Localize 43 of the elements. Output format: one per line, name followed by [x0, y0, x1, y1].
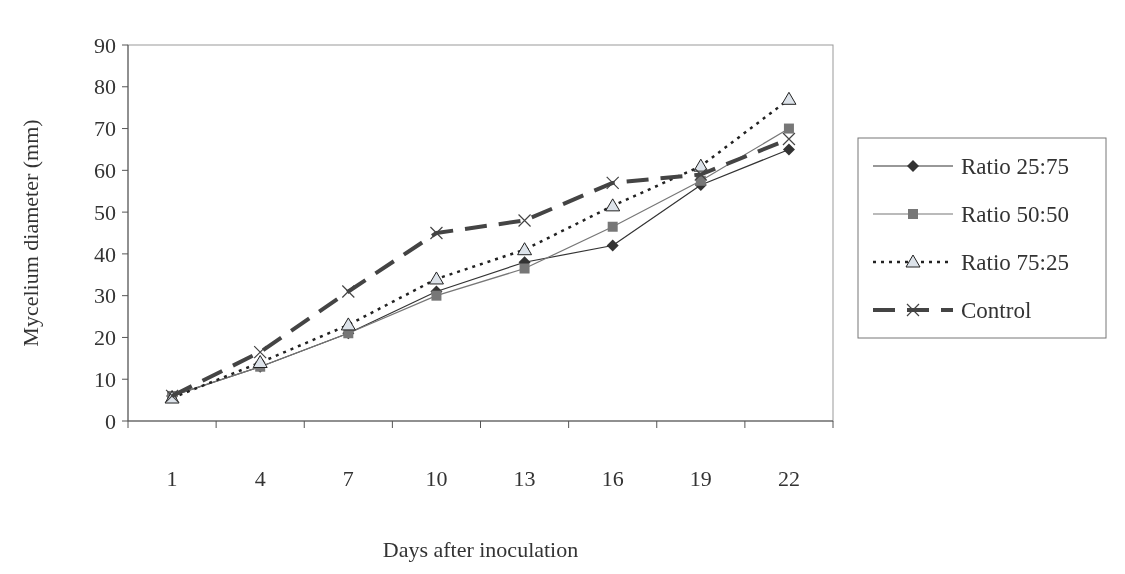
y-tick-label: 40 — [94, 241, 116, 267]
point — [781, 91, 797, 105]
point — [782, 143, 795, 156]
point — [517, 213, 532, 228]
point — [429, 226, 444, 240]
point — [783, 123, 794, 134]
x-tick-label: 13 — [513, 466, 536, 491]
point — [431, 290, 442, 301]
point — [606, 176, 620, 190]
x-tick-label: 4 — [254, 466, 266, 491]
point — [253, 345, 267, 359]
y-axis-title: Mycelium diameter (mm) — [18, 119, 43, 347]
y-tick-label: 50 — [94, 199, 116, 225]
y-tick-label: 0 — [105, 408, 116, 434]
point — [428, 271, 444, 285]
point — [605, 198, 621, 212]
point — [694, 167, 708, 182]
y-tick-label: 80 — [94, 74, 116, 100]
y-tick-label: 60 — [94, 158, 116, 184]
x-tick-label: 16 — [601, 466, 624, 491]
legend-label: Control — [961, 298, 1032, 324]
point — [519, 263, 530, 274]
legend-label: Ratio 75:25 — [961, 250, 1069, 276]
x-tick-label: 22 — [777, 466, 800, 491]
y-tick-label: 10 — [94, 366, 116, 392]
y-tick-label: 70 — [94, 116, 116, 142]
point — [252, 355, 268, 369]
point — [341, 284, 355, 299]
point — [517, 242, 533, 256]
x-tick-label: 19 — [689, 466, 712, 491]
legend-label: Ratio 25:75 — [961, 154, 1069, 180]
point — [606, 239, 619, 252]
x-tick-label: 1 — [166, 466, 178, 491]
x-tick-label: 7 — [342, 466, 354, 491]
y-tick-label: 90 — [94, 32, 116, 58]
point — [607, 221, 618, 232]
y-tick-label: 30 — [94, 283, 116, 309]
y-tick-label: 20 — [94, 325, 116, 351]
x-axis-title: Days after inoculation — [382, 537, 579, 562]
point — [340, 317, 356, 331]
x-tick-label: 10 — [425, 466, 448, 491]
point — [782, 132, 796, 146]
legend-label: Ratio 50:50 — [961, 202, 1069, 228]
